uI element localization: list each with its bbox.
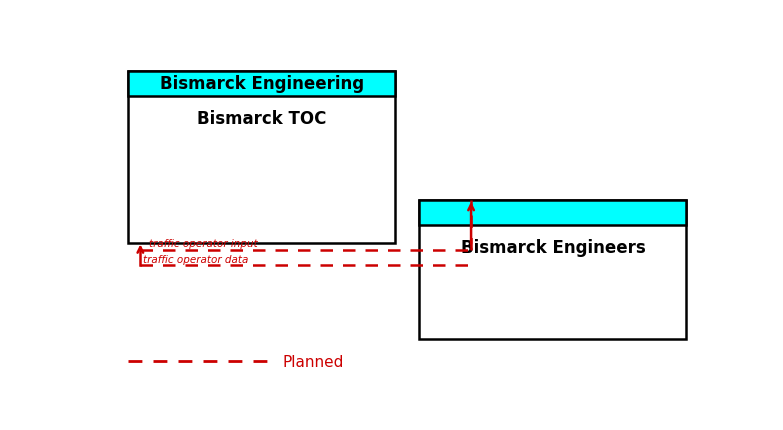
Bar <box>420 200 687 340</box>
Bar <box>128 71 395 244</box>
Text: Bismarck TOC: Bismarck TOC <box>197 110 327 128</box>
Bar <box>128 71 395 96</box>
Bar <box>420 200 687 225</box>
Text: Bismarck Engineers: Bismarck Engineers <box>460 239 645 257</box>
Text: traffic operator input: traffic operator input <box>150 239 258 249</box>
Text: traffic operator data: traffic operator data <box>143 254 249 264</box>
Text: Bismarck Engineering: Bismarck Engineering <box>160 75 364 93</box>
Text: Planned: Planned <box>283 354 345 369</box>
